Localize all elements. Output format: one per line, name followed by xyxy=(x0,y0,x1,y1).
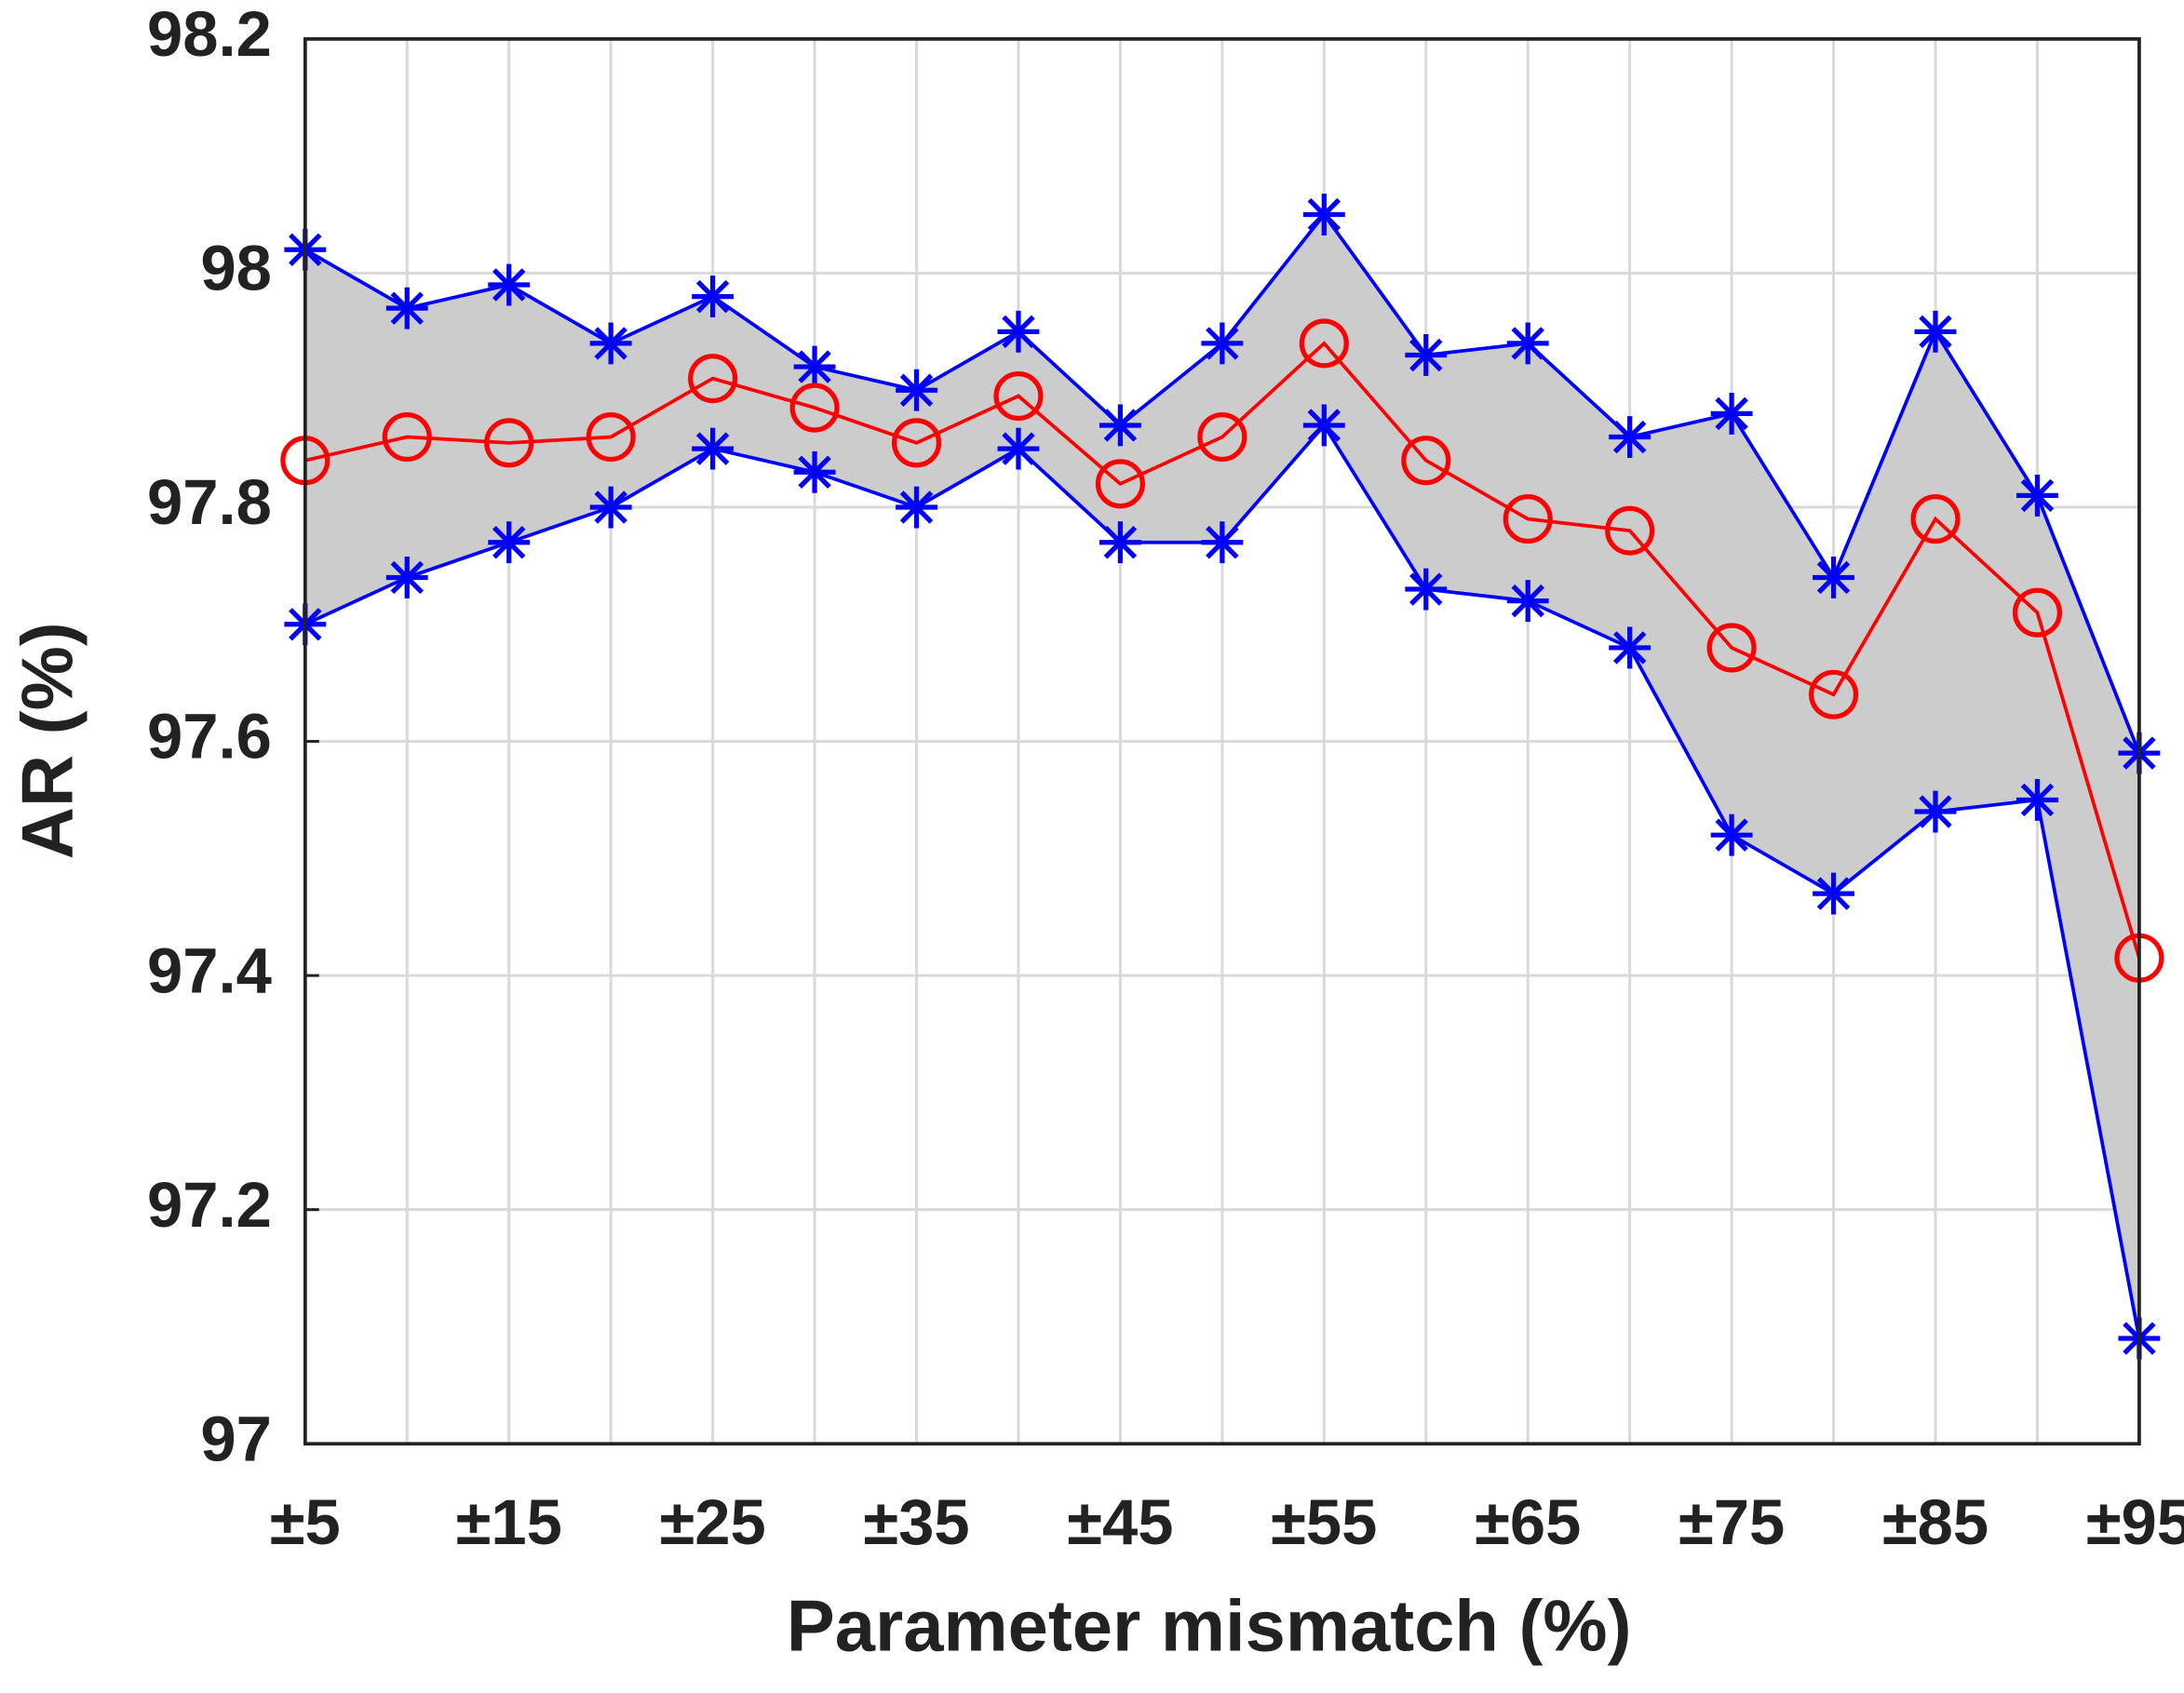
marker xyxy=(1910,494,1961,544)
y-tick-label: 97 xyxy=(200,1403,272,1474)
marker xyxy=(688,354,738,404)
marker xyxy=(1609,416,1651,458)
series-line xyxy=(304,341,2141,959)
marker xyxy=(1914,310,1957,353)
marker xyxy=(1099,404,1141,447)
marker xyxy=(1201,322,1244,365)
y-tick-label: 97.6 xyxy=(147,701,272,773)
marker xyxy=(488,263,531,306)
marker xyxy=(382,411,432,463)
marker xyxy=(488,521,531,564)
y-axis-label: AR (%) xyxy=(8,622,88,859)
x-tick-label: ±35 xyxy=(863,1486,969,1558)
marker xyxy=(896,369,937,411)
y-tick-label: 98.2 xyxy=(147,0,272,70)
x-tick-label: ±45 xyxy=(1067,1486,1173,1558)
marker xyxy=(692,275,735,318)
marker xyxy=(2016,779,2058,821)
marker xyxy=(1201,521,1244,564)
marker xyxy=(589,486,632,529)
marker xyxy=(896,486,937,529)
marker xyxy=(1302,404,1345,447)
marker xyxy=(1605,505,1655,556)
marker xyxy=(589,322,632,365)
marker xyxy=(1710,392,1753,435)
marker xyxy=(1506,322,1549,365)
marker xyxy=(1809,669,1859,719)
marker xyxy=(2012,587,2063,638)
marker xyxy=(1405,568,1448,611)
x-tick-label: ±55 xyxy=(1271,1486,1377,1558)
marker xyxy=(1506,580,1549,623)
marker xyxy=(997,427,1040,470)
y-tick-label: 98 xyxy=(200,233,272,304)
marker xyxy=(385,557,428,598)
marker xyxy=(1706,623,1757,673)
x-tick-label: ±15 xyxy=(456,1486,562,1558)
x-tick-label: ±5 xyxy=(270,1486,341,1558)
x-tick-label: ±65 xyxy=(1475,1486,1581,1558)
marker xyxy=(1405,334,1448,376)
y-tick-label: 97.4 xyxy=(147,934,272,1006)
x-tick-label: ±85 xyxy=(1882,1486,1989,1558)
marker xyxy=(1099,521,1141,564)
marker xyxy=(1914,790,1957,833)
marker xyxy=(997,310,1040,353)
x-tick-label: ±75 xyxy=(1678,1486,1785,1558)
y-tick-label: 97.8 xyxy=(147,466,272,538)
marker xyxy=(891,418,942,468)
marker xyxy=(1299,318,1349,369)
marker xyxy=(1401,436,1451,486)
marker xyxy=(385,287,428,329)
marker xyxy=(1710,813,1753,856)
marker xyxy=(1095,459,1145,509)
plot-frame xyxy=(303,37,2141,1446)
marker xyxy=(793,450,836,493)
marker xyxy=(1197,411,1247,463)
marker xyxy=(1503,494,1553,544)
marker xyxy=(993,370,1044,422)
marker xyxy=(1302,194,1345,235)
marker xyxy=(1609,626,1651,669)
marker xyxy=(1813,557,1854,598)
marker xyxy=(484,418,534,468)
marker xyxy=(793,345,836,388)
x-tick-label: ±25 xyxy=(659,1486,765,1558)
x-axis-label: Parameter mismatch (%) xyxy=(787,1587,1632,1667)
marker xyxy=(1813,872,1854,915)
marker xyxy=(692,427,735,470)
marker xyxy=(586,411,636,463)
y-tick-label: 97.2 xyxy=(147,1169,272,1241)
marker xyxy=(789,383,840,433)
x-tick-label: ±95 xyxy=(2086,1486,2184,1558)
marker xyxy=(2016,474,2058,517)
